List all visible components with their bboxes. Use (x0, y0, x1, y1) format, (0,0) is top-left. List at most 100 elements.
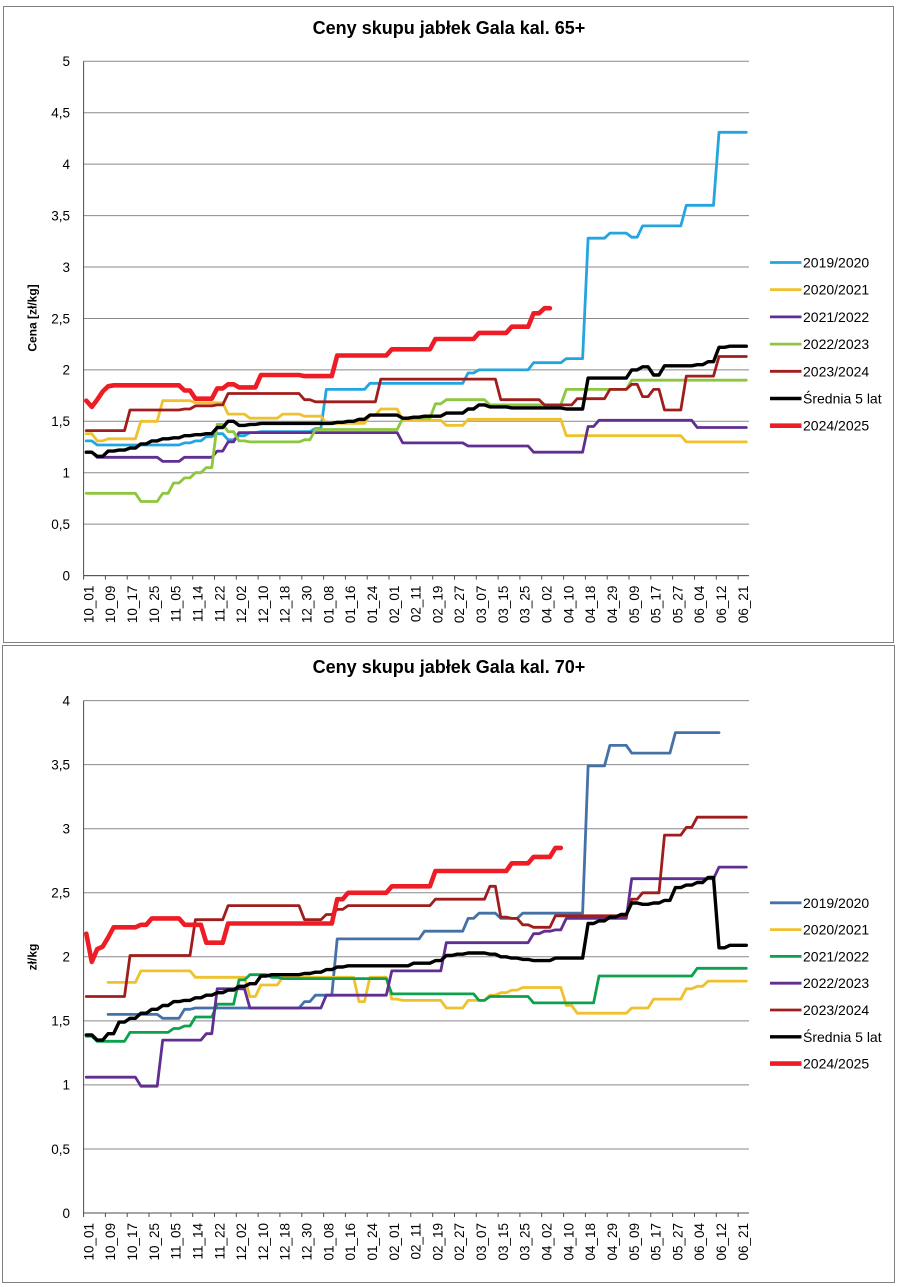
svg-text:04_18: 04_18 (583, 1223, 598, 1261)
svg-text:02_01: 02_01 (387, 586, 402, 624)
svg-text:12_10: 12_10 (256, 586, 271, 624)
svg-text:1: 1 (62, 1078, 70, 1093)
svg-text:10_01: 10_01 (81, 1223, 96, 1261)
svg-text:11_14: 11_14 (190, 1223, 205, 1260)
svg-text:03_25: 03_25 (518, 586, 533, 624)
svg-text:04_02: 04_02 (540, 1223, 555, 1261)
svg-text:2022/2023: 2022/2023 (803, 975, 869, 991)
svg-text:10_25: 10_25 (147, 586, 162, 624)
svg-text:05_09: 05_09 (627, 1223, 642, 1261)
svg-text:11_05: 11_05 (169, 586, 184, 623)
svg-text:04_18: 04_18 (583, 586, 598, 624)
svg-text:01_08: 01_08 (321, 586, 336, 624)
svg-text:2: 2 (62, 950, 70, 965)
svg-text:12_18: 12_18 (278, 1223, 293, 1261)
svg-text:03_07: 03_07 (474, 586, 489, 624)
svg-text:2021/2022: 2021/2022 (803, 948, 869, 964)
svg-text:03_15: 03_15 (496, 1223, 511, 1261)
svg-text:11_05: 11_05 (169, 1223, 184, 1260)
svg-text:05_17: 05_17 (649, 586, 664, 624)
svg-text:05_17: 05_17 (649, 1223, 664, 1261)
svg-text:10_25: 10_25 (147, 1223, 162, 1261)
svg-text:Cena [zł/kg]: Cena [zł/kg] (26, 284, 40, 351)
svg-text:2024/2025: 2024/2025 (803, 1056, 869, 1072)
svg-text:01_24: 01_24 (365, 585, 380, 623)
svg-text:05_27: 05_27 (670, 586, 685, 624)
svg-text:02_27: 02_27 (452, 586, 467, 624)
svg-text:1,5: 1,5 (51, 1014, 70, 1029)
svg-text:06_21: 06_21 (736, 1223, 751, 1261)
svg-text:02_11: 02_11 (409, 1223, 424, 1260)
svg-text:02_11: 02_11 (409, 586, 424, 623)
svg-text:04_29: 04_29 (605, 1223, 620, 1261)
svg-text:02_01: 02_01 (387, 1223, 402, 1261)
svg-text:12_30: 12_30 (300, 1223, 315, 1261)
svg-text:06_04: 06_04 (692, 1223, 707, 1261)
svg-text:3,5: 3,5 (51, 208, 70, 223)
svg-text:1: 1 (62, 466, 70, 481)
svg-text:2023/2024: 2023/2024 (803, 363, 869, 379)
svg-text:zł/kg: zł/kg (26, 944, 40, 971)
svg-text:2,5: 2,5 (51, 311, 70, 326)
svg-text:02_19: 02_19 (430, 1223, 445, 1261)
svg-text:02_19: 02_19 (430, 586, 445, 624)
svg-text:0,5: 0,5 (51, 517, 70, 532)
svg-text:12_02: 12_02 (234, 1223, 249, 1261)
svg-text:3,5: 3,5 (51, 758, 70, 773)
svg-text:04_02: 04_02 (540, 586, 555, 624)
svg-text:10_09: 10_09 (103, 1223, 118, 1261)
svg-text:06_04: 06_04 (692, 585, 707, 623)
svg-text:3: 3 (62, 260, 70, 275)
svg-text:4: 4 (62, 693, 70, 708)
svg-text:04_10: 04_10 (561, 1223, 576, 1261)
svg-text:01_24: 01_24 (365, 1223, 380, 1261)
svg-text:01_16: 01_16 (343, 586, 358, 624)
svg-text:11_22: 11_22 (212, 1223, 227, 1260)
svg-text:06_12: 06_12 (714, 586, 729, 624)
svg-text:12_10: 12_10 (256, 1223, 271, 1261)
svg-text:03_25: 03_25 (518, 1223, 533, 1261)
svg-text:04_10: 04_10 (561, 586, 576, 624)
svg-text:12_18: 12_18 (278, 586, 293, 624)
svg-text:4,5: 4,5 (51, 106, 70, 121)
svg-text:06_21: 06_21 (736, 586, 751, 624)
svg-text:2021/2022: 2021/2022 (803, 309, 869, 325)
svg-text:Średnia 5 lat: Średnia 5 lat (803, 390, 882, 407)
svg-text:Ceny skupu jabłek Gala kal. 70: Ceny skupu jabłek Gala kal. 70+ (313, 657, 586, 677)
svg-text:06_12: 06_12 (714, 1223, 729, 1261)
svg-text:2022/2023: 2022/2023 (803, 336, 869, 352)
svg-text:Średnia 5 lat: Średnia 5 lat (803, 1028, 882, 1045)
svg-text:0: 0 (62, 1206, 70, 1221)
svg-text:11_22: 11_22 (212, 586, 227, 623)
svg-text:2019/2020: 2019/2020 (803, 895, 869, 911)
svg-text:2020/2021: 2020/2021 (803, 922, 869, 938)
svg-text:2,5: 2,5 (51, 886, 70, 901)
svg-text:2019/2020: 2019/2020 (803, 255, 869, 271)
svg-text:5: 5 (62, 54, 70, 69)
svg-text:3: 3 (62, 822, 70, 837)
svg-text:01_16: 01_16 (343, 1223, 358, 1261)
svg-text:10_17: 10_17 (125, 586, 140, 624)
svg-text:04_29: 04_29 (605, 586, 620, 624)
svg-text:02_27: 02_27 (452, 1223, 467, 1261)
svg-text:0: 0 (62, 568, 70, 583)
svg-text:2024/2025: 2024/2025 (803, 418, 869, 434)
svg-text:05_09: 05_09 (627, 586, 642, 624)
svg-text:2023/2024: 2023/2024 (803, 1002, 869, 1018)
svg-text:03_15: 03_15 (496, 586, 511, 624)
svg-text:2020/2021: 2020/2021 (803, 282, 869, 298)
svg-text:12_30: 12_30 (300, 586, 315, 624)
svg-text:11_14: 11_14 (190, 585, 205, 622)
svg-text:03_07: 03_07 (474, 1223, 489, 1261)
svg-text:10_09: 10_09 (103, 586, 118, 624)
svg-text:10_01: 10_01 (81, 586, 96, 624)
svg-text:0,5: 0,5 (51, 1142, 70, 1157)
svg-text:1,5: 1,5 (51, 414, 70, 429)
svg-text:01_08: 01_08 (321, 1223, 336, 1261)
svg-text:4: 4 (62, 157, 70, 172)
svg-text:05_27: 05_27 (670, 1223, 685, 1261)
svg-text:10_17: 10_17 (125, 1223, 140, 1261)
svg-text:Ceny skupu jabłek Gala kal. 65: Ceny skupu jabłek Gala kal. 65+ (313, 18, 586, 38)
svg-text:2: 2 (62, 363, 70, 378)
svg-text:12_02: 12_02 (234, 586, 249, 624)
